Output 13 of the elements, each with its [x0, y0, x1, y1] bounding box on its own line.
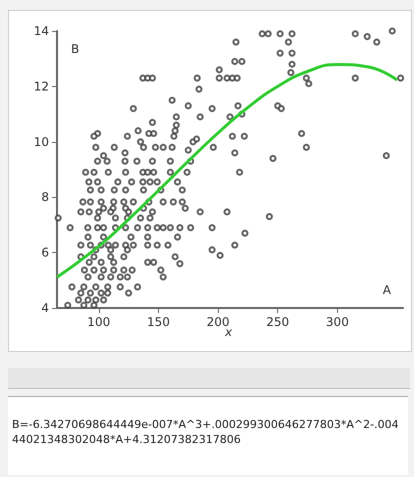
- x-tick-label: 150: [146, 315, 170, 329]
- y-tick-label: 12: [34, 79, 49, 94]
- x-tick-label: 100: [87, 315, 110, 329]
- x-tick-label: 300: [326, 315, 349, 329]
- text: B=-6.34270698644449e-007*A^3+.000299300646277803*A^2-.00444021348302048*A+4.31207382317806: [12, 417, 400, 447]
- y-axis-title: B: [71, 42, 80, 56]
- x-tick-label: 250: [266, 315, 290, 329]
- y-tick-label: 4: [41, 301, 49, 315]
- y-tick-label: 14: [34, 24, 49, 38]
- y-tick-label: 10: [34, 134, 49, 149]
- x-axis-title: A: [382, 283, 392, 297]
- y-tick-label: 6: [41, 246, 49, 260]
- y-tick-label: 8: [41, 190, 49, 204]
